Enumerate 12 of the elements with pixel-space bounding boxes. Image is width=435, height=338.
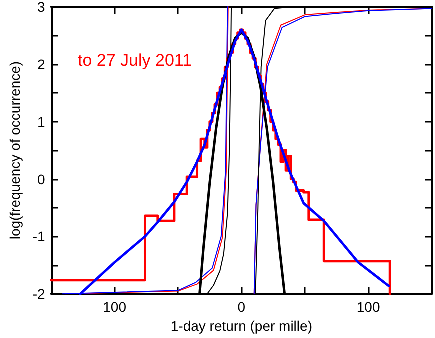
y-tick-label: 2 bbox=[38, 56, 46, 72]
x-tick-label: 0 bbox=[238, 299, 246, 316]
x-tick-label: 100 bbox=[356, 299, 380, 316]
y-tick-label: -2 bbox=[32, 286, 46, 302]
y-axis-title: log(frequency of occurrence) bbox=[7, 61, 23, 240]
y-tick-label: 1 bbox=[38, 114, 46, 130]
annotation: to 27 July 2011 bbox=[78, 51, 192, 70]
y-tick-label: 3 bbox=[38, 0, 46, 15]
x-axis-title: 1-day return (per mille) bbox=[170, 318, 312, 334]
y-tick-label: 0 bbox=[38, 171, 46, 188]
y-tick-label: -1 bbox=[32, 228, 46, 245]
x-tick-label: 100 bbox=[103, 299, 127, 316]
